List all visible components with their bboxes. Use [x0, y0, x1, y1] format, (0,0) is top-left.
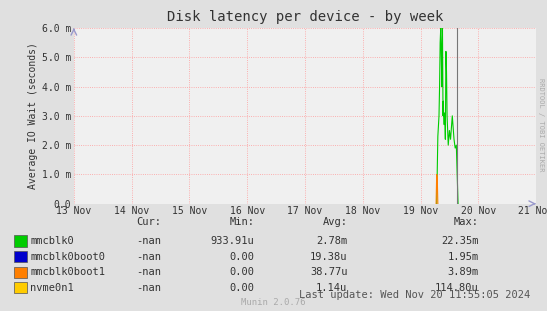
Text: 38.77u: 38.77u	[310, 267, 347, 277]
Text: -nan: -nan	[136, 267, 161, 277]
Text: -nan: -nan	[136, 236, 161, 246]
Text: 22.35m: 22.35m	[441, 236, 479, 246]
Text: 933.91u: 933.91u	[211, 236, 254, 246]
Y-axis label: Average IO Wait (seconds): Average IO Wait (seconds)	[27, 42, 38, 189]
Text: mmcblk0boot1: mmcblk0boot1	[30, 267, 105, 277]
Text: 2.78m: 2.78m	[316, 236, 347, 246]
Text: 1.95m: 1.95m	[447, 252, 479, 262]
Text: 1.14u: 1.14u	[316, 283, 347, 293]
Text: -nan: -nan	[136, 252, 161, 262]
Text: RRDTOOL / TOBI OETIKER: RRDTOOL / TOBI OETIKER	[538, 78, 544, 171]
Text: 0.00: 0.00	[229, 283, 254, 293]
Text: 0.00: 0.00	[229, 252, 254, 262]
Text: 19.38u: 19.38u	[310, 252, 347, 262]
Text: mmcblk0: mmcblk0	[30, 236, 74, 246]
Text: 3.89m: 3.89m	[447, 267, 479, 277]
Text: Munin 2.0.76: Munin 2.0.76	[241, 298, 306, 307]
Text: Cur:: Cur:	[136, 217, 161, 227]
Text: Min:: Min:	[229, 217, 254, 227]
Title: Disk latency per device - by week: Disk latency per device - by week	[167, 10, 443, 24]
Text: Last update: Wed Nov 20 11:55:05 2024: Last update: Wed Nov 20 11:55:05 2024	[299, 290, 531, 300]
Text: mmcblk0boot0: mmcblk0boot0	[30, 252, 105, 262]
Text: Max:: Max:	[453, 217, 479, 227]
Text: Avg:: Avg:	[322, 217, 347, 227]
Text: -nan: -nan	[136, 283, 161, 293]
Text: 114.80u: 114.80u	[435, 283, 479, 293]
Text: nvme0n1: nvme0n1	[30, 283, 74, 293]
Text: 0.00: 0.00	[229, 267, 254, 277]
